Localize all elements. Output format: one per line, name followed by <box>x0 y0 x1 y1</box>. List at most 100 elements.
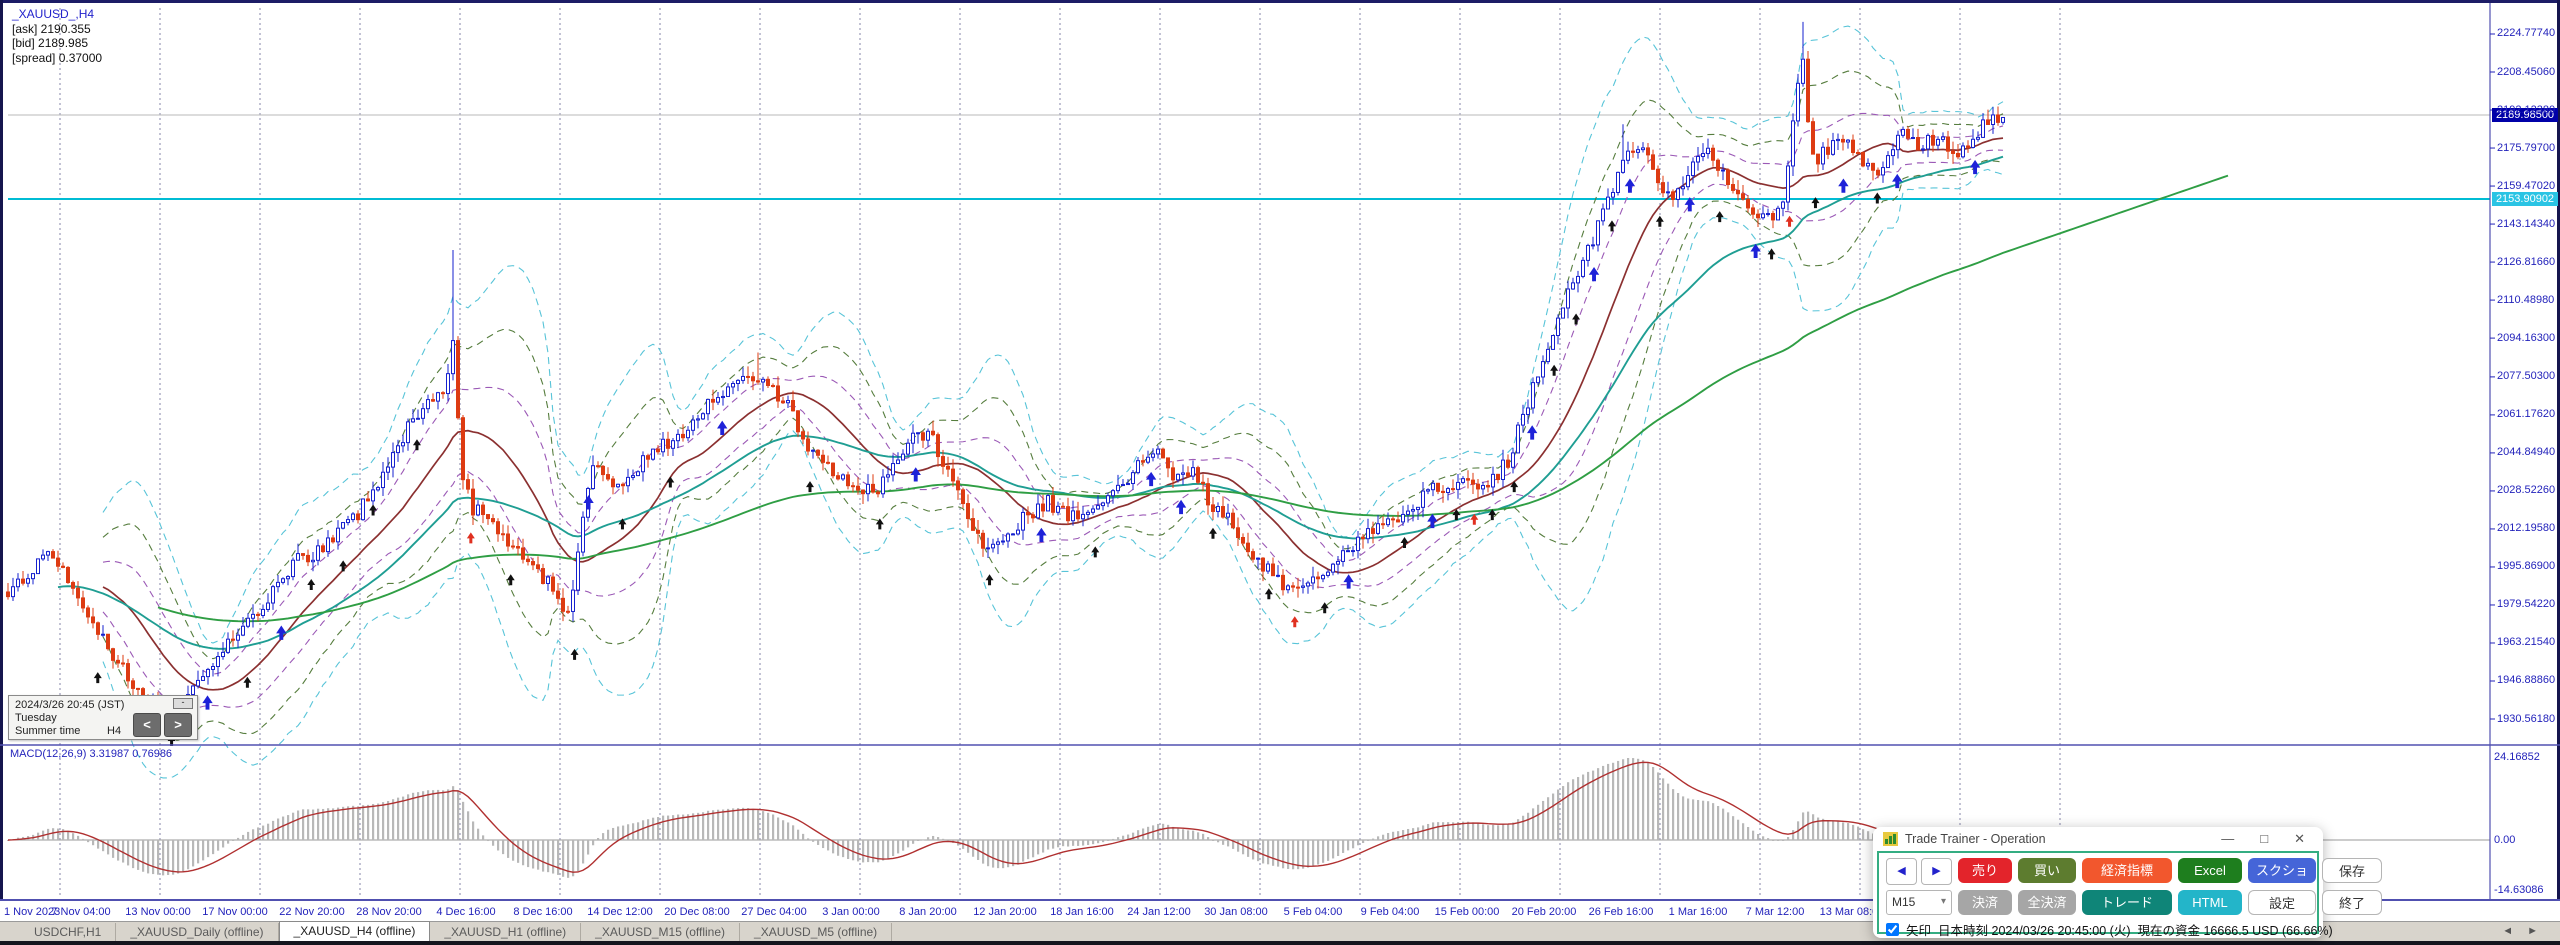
trade-arrow <box>583 495 594 510</box>
history-forward-button[interactable]: ▶ <box>1921 858 1952 885</box>
trade-arrow <box>412 439 421 451</box>
time-axis-label: 12 Jan 20:00 <box>973 906 1037 918</box>
timeframe-value: M15 <box>1892 895 1916 909</box>
buy-button[interactable]: 買い <box>2018 858 2076 883</box>
trade-arrow <box>202 695 213 710</box>
dialog-minimize-button[interactable]: — <box>2221 831 2235 846</box>
trade-button[interactable]: トレード <box>2082 890 2172 915</box>
chart-tab[interactable]: _XAUUSD_H1 (offline) <box>430 923 582 941</box>
tab-scroll-right-icon[interactable]: ► <box>2527 925 2552 937</box>
chart-tab[interactable]: _XAUUSD_M5 (offline) <box>740 923 893 941</box>
trade-arrow <box>1684 197 1695 212</box>
time-axis-label: 27 Dec 04:00 <box>741 906 807 918</box>
tab-scroll-arrows[interactable]: ◄► <box>2502 925 2552 937</box>
price-axis-label: 1946.88860 <box>2497 674 2556 687</box>
time-axis-label: 17 Nov 00:00 <box>202 906 268 918</box>
economic-calendar-button[interactable]: 経済指標 <box>2082 858 2172 883</box>
price-axis-label: 2175.79700 <box>2497 141 2556 154</box>
time-axis-label: 1 Mar 16:00 <box>1668 906 1728 918</box>
time-axis-label: 3 Jan 00:00 <box>822 906 880 918</box>
time-axis-label: 20 Feb 20:00 <box>1511 906 1577 918</box>
trade-arrow <box>1588 266 1600 282</box>
time-axis-label: 18 Jan 16:00 <box>1050 906 1114 918</box>
sell-button[interactable]: 売り <box>1958 858 2012 883</box>
info-day: Tuesday <box>15 712 57 724</box>
macd-axis-zero: 0.00 <box>2494 834 2516 846</box>
tab-scroll-left-icon[interactable]: ◄ <box>2502 925 2528 937</box>
price-axis-label: 1930.56180 <box>2497 712 2556 725</box>
trade-arrow <box>805 481 814 493</box>
history-back-button[interactable]: ◀ <box>1886 858 1917 885</box>
chart-tab[interactable]: USDCHF,H1 <box>20 923 117 941</box>
window-bottom-edge <box>0 941 2560 945</box>
time-axis-label: 7 Mar 12:00 <box>1745 906 1805 918</box>
trade-arrow <box>1400 537 1409 549</box>
axis-ticks <box>2490 33 2495 720</box>
trade-arrows-layer <box>93 159 1981 746</box>
trade-arrow <box>570 648 579 660</box>
trade-arrow <box>1145 471 1157 487</box>
time-axis-label: 13 Nov 00:00 <box>125 906 191 918</box>
infobox-minimize-button[interactable]: - <box>173 698 193 709</box>
dialog-maximize-button[interactable]: □ <box>2260 831 2269 846</box>
trade-arrow <box>1510 481 1519 493</box>
bollinger-lower-1 <box>102 149 2004 710</box>
price-axis-label: 1963.21540 <box>2497 636 2556 649</box>
timeframe-select[interactable]: M15 ▾ <box>1886 890 1952 915</box>
trade-arrow <box>93 672 102 684</box>
close-position-button[interactable]: 決済 <box>1958 890 2012 915</box>
trade-arrow <box>1969 159 1981 175</box>
excel-button[interactable]: Excel <box>2178 858 2242 883</box>
trade-arrow <box>243 676 252 688</box>
trade-arrow <box>1091 546 1100 558</box>
info-datetime: 2024/3/26 20:45 (JST) <box>15 699 125 711</box>
macd-axis-bottom: -14.63086 <box>2494 884 2544 896</box>
price-axis-label: 2159.47020 <box>2497 179 2556 192</box>
chart-tab[interactable]: _XAUUSD_M15 (offline) <box>581 923 741 941</box>
info-timeframe: H4 <box>107 725 122 737</box>
trade-arrow <box>1036 527 1047 543</box>
price-axis-label: 1995.86900 <box>2497 560 2556 573</box>
html-button[interactable]: HTML <box>2178 890 2242 915</box>
trade-arrow <box>506 574 515 586</box>
step-back-button[interactable]: < <box>133 713 161 737</box>
price-axis-label: 2208.45060 <box>2497 65 2556 78</box>
time-axis-label: 15 Feb 00:00 <box>1434 906 1500 918</box>
bollinger-lower-2 <box>102 159 2004 741</box>
dialog-title-bar[interactable]: Trade Trainer - Operation — □ ✕ <box>1873 827 2323 851</box>
time-axis-label: 9 Feb 04:00 <box>1360 906 1420 918</box>
save-button[interactable]: 保存 <box>2322 858 2382 883</box>
chart-tab[interactable]: _XAUUSD_Daily (offline) <box>116 923 279 941</box>
close-all-button[interactable]: 全決済 <box>2018 890 2076 915</box>
arrow-checkbox[interactable] <box>1886 923 1899 936</box>
trade-arrow <box>1208 527 1217 539</box>
step-forward-button[interactable]: > <box>164 713 192 737</box>
trade-arrow <box>167 734 176 746</box>
price-axis-label: 2061.17620 <box>2497 408 2556 421</box>
exit-button[interactable]: 終了 <box>2322 890 2382 915</box>
time-axis-label: 5 Feb 04:00 <box>1283 906 1343 918</box>
price-axis-label: 2126.81660 <box>2497 255 2556 268</box>
trade-arrow <box>1264 588 1273 600</box>
trade-arrow <box>1607 220 1616 232</box>
settings-button[interactable]: 設定 <box>2248 890 2316 915</box>
trade-arrow <box>369 504 378 516</box>
candles-layer <box>6 21 2005 719</box>
price-axis-label: 2143.14340 <box>2497 217 2556 230</box>
trade-trainer-icon <box>1883 832 1898 846</box>
chart-tab[interactable]: _XAUUSD_H4 (offline) <box>278 921 431 941</box>
ask-value: [ask] 2190.355 <box>12 21 91 36</box>
trade-arrow <box>1655 215 1664 227</box>
dialog-close-button[interactable]: ✕ <box>2294 831 2305 846</box>
price-chart-canvas[interactable] <box>0 0 2560 903</box>
time-axis-label: 22 Nov 20:00 <box>279 906 345 918</box>
time-axis-label: 26 Feb 16:00 <box>1588 906 1654 918</box>
bid-value: [bid] 2189.985 <box>12 36 89 50</box>
trade-arrow <box>1175 499 1187 515</box>
dialog-body: ◀ ▶ 売り 買い 経済指標 Excel スクショ 保存 M15 ▾ 決済 全決… <box>1877 851 2382 938</box>
time-axis-label: 30 Jan 08:00 <box>1204 906 1268 918</box>
chevron-down-icon: ▾ <box>1940 896 1946 907</box>
time-axis-label: 24 Jan 12:00 <box>1127 906 1191 918</box>
screenshot-button[interactable]: スクショ <box>2248 858 2316 883</box>
symbol-label: _XAUUSD_,H4 <box>12 7 95 21</box>
